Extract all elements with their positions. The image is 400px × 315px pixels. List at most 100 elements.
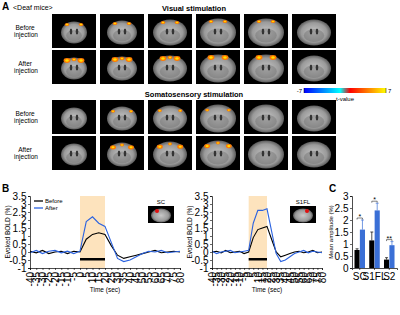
slice-background: [148, 136, 192, 170]
tick-mark: [180, 268, 181, 270]
activation: [175, 21, 179, 24]
activation: [174, 56, 181, 61]
legend-swatch: [34, 200, 43, 201]
tick-mark: [267, 268, 268, 270]
ventricle: [172, 115, 175, 121]
axis: -1-0.500.511.522.533.5: [191, 191, 212, 274]
error-stem: [386, 258, 387, 260]
slice-background: [244, 136, 288, 170]
colorbar: [304, 88, 386, 93]
bar: [360, 230, 365, 268]
brain: [153, 106, 187, 132]
brain-slice: [148, 50, 192, 84]
tick: 3: [343, 191, 352, 202]
tick-label: 3: [343, 191, 349, 202]
tick-mark: [86, 268, 87, 270]
row-label: After injection: [14, 146, 38, 162]
x-axis-title: Time (sec): [252, 286, 282, 294]
brain-core: [113, 66, 131, 78]
brain-core: [255, 151, 277, 165]
slice-background: [196, 14, 240, 48]
brain: [248, 105, 284, 133]
activation: [129, 110, 133, 113]
brain: [107, 143, 137, 167]
slice-background: [292, 14, 336, 48]
axis-line: [31, 269, 181, 271]
ventricle: [70, 65, 73, 71]
tick-mark: [68, 268, 69, 270]
activation-peak: [206, 145, 209, 147]
ventricle: [262, 151, 265, 157]
series-line: [212, 209, 322, 262]
colorbar-tick: [304, 88, 305, 93]
brain: [153, 20, 187, 46]
tick-mark: [61, 268, 62, 270]
tick-mark: [295, 268, 296, 270]
slice-background: [244, 50, 288, 84]
activation: [271, 20, 275, 23]
activation-peak: [217, 142, 219, 143]
ventricle: [76, 29, 79, 35]
brain-core: [304, 29, 324, 42]
brain-core: [207, 151, 229, 165]
tick-mark: [253, 268, 254, 270]
ventricle: [214, 65, 217, 71]
tick-mark: [168, 268, 169, 270]
ventricle: [220, 29, 223, 35]
activation-peak: [179, 146, 182, 148]
ventricle: [220, 115, 223, 121]
tick-mark: [155, 268, 156, 270]
ventricle: [118, 151, 121, 157]
brain-core: [160, 151, 180, 164]
tick: 0.5: [335, 251, 352, 262]
tick-mark: [350, 232, 352, 233]
tick-mark: [299, 268, 300, 270]
slice-background: [100, 14, 144, 48]
significance-label: *: [358, 213, 361, 220]
brain-core: [160, 115, 180, 128]
tick-mark: [210, 212, 212, 213]
tick-mark: [210, 220, 212, 221]
ventricle: [172, 151, 175, 157]
ventricle: [124, 151, 127, 157]
tick: -0.5: [9, 255, 30, 266]
slice-background: [52, 50, 96, 84]
error-bar: [385, 258, 388, 260]
colorbar-tick-label: -7: [297, 88, 303, 94]
slice-background: [244, 100, 288, 134]
slice-background: [148, 50, 192, 84]
activation: [128, 145, 134, 149]
tick-mark: [28, 228, 30, 229]
error-bar: [376, 203, 379, 210]
brain-slice: [196, 100, 240, 134]
activation: [223, 20, 227, 23]
activation: [158, 109, 162, 112]
tick-mark: [210, 260, 212, 261]
activation-peak: [80, 24, 82, 26]
brain: [297, 20, 331, 46]
brain: [200, 19, 236, 47]
tick-mark: [93, 268, 94, 270]
activation-peak: [223, 56, 226, 58]
brain-slice: [100, 136, 144, 170]
axis-line: [353, 269, 398, 271]
ventricle: [268, 29, 271, 35]
brain: [248, 141, 284, 169]
brain-core: [255, 115, 277, 129]
ventricle: [268, 115, 271, 121]
axis-line: [28, 197, 31, 269]
tick-mark: [313, 268, 314, 270]
tick: 0: [343, 263, 352, 274]
axis-line: [350, 197, 353, 269]
activation-peak: [114, 23, 116, 25]
inset-roi: [155, 209, 159, 213]
axis: -40-35-30-25-20-15-10-505101520253035404…: [25, 268, 186, 286]
activation-peak: [112, 111, 114, 112]
slice-background: [148, 100, 192, 134]
tick-mark: [99, 268, 100, 270]
error-stem: [371, 232, 372, 240]
brain-core: [207, 65, 229, 79]
ventricle: [214, 151, 217, 157]
tick-mark: [285, 268, 286, 270]
activation-peak: [159, 110, 161, 111]
